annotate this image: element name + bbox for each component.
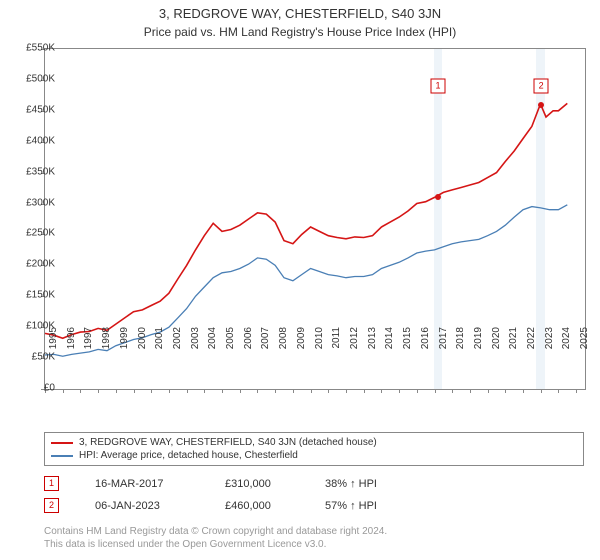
x-axis-tick-label: 2023 — [544, 327, 555, 363]
x-axis-tick — [399, 389, 400, 393]
legend-item: HPI: Average price, detached house, Ches… — [51, 449, 577, 462]
x-axis-tick — [116, 389, 117, 393]
sale-row: 1 16-MAR-2017 £310,000 38% ↑ HPI — [44, 476, 584, 491]
x-axis-tick — [169, 389, 170, 393]
x-axis-tick-label: 2003 — [190, 327, 201, 363]
y-axis-tick-label: £250K — [15, 228, 55, 239]
x-axis-tick-label: 2018 — [455, 327, 466, 363]
x-axis-tick — [257, 389, 258, 393]
x-axis-tick-label: 1999 — [119, 327, 130, 363]
sale-diff: 38% ↑ HPI — [325, 478, 377, 490]
x-axis-tick — [505, 389, 506, 393]
sale-price: £460,000 — [225, 500, 305, 512]
x-axis-tick-label: 2007 — [260, 327, 271, 363]
x-axis-tick-label: 2025 — [579, 327, 590, 363]
y-axis-tick-label: £200K — [15, 259, 55, 270]
x-axis-tick-label: 1998 — [101, 327, 112, 363]
chart-marker-label: 1 — [431, 79, 446, 94]
footer-attribution: Contains HM Land Registry data © Crown c… — [44, 525, 387, 551]
x-axis-tick — [470, 389, 471, 393]
x-axis-tick-label: 2022 — [526, 327, 537, 363]
chart-marker-dot — [435, 194, 441, 200]
x-axis-tick-label: 2016 — [420, 327, 431, 363]
x-axis-tick-label: 2000 — [137, 327, 148, 363]
x-axis-tick-label: 2019 — [473, 327, 484, 363]
x-axis-tick-label: 1996 — [66, 327, 77, 363]
x-axis-tick-label: 2024 — [561, 327, 572, 363]
x-axis-tick-label: 1995 — [48, 327, 59, 363]
x-axis-tick-label: 2013 — [367, 327, 378, 363]
y-axis-tick-label: £550K — [15, 43, 55, 54]
x-axis-tick — [417, 389, 418, 393]
chart-marker-label: 2 — [534, 79, 549, 94]
x-axis-tick — [488, 389, 489, 393]
x-axis-tick — [346, 389, 347, 393]
legend-item: 3, REDGROVE WAY, CHESTERFIELD, S40 3JN (… — [51, 436, 577, 449]
x-axis-tick-label: 2012 — [349, 327, 360, 363]
y-axis-tick-label: £400K — [15, 135, 55, 146]
sale-marker: 1 — [44, 476, 59, 491]
x-axis-tick — [98, 389, 99, 393]
x-axis-tick-label: 2005 — [225, 327, 236, 363]
x-axis-tick — [558, 389, 559, 393]
y-axis-tick-label: £450K — [15, 104, 55, 115]
x-axis-tick — [523, 389, 524, 393]
legend: 3, REDGROVE WAY, CHESTERFIELD, S40 3JN (… — [44, 432, 584, 466]
sale-price: £310,000 — [225, 478, 305, 490]
x-axis-tick — [222, 389, 223, 393]
x-axis-tick — [275, 389, 276, 393]
x-axis-tick-label: 2004 — [207, 327, 218, 363]
sale-diff: 57% ↑ HPI — [325, 500, 377, 512]
x-axis-tick — [364, 389, 365, 393]
chart-title: 3, REDGROVE WAY, CHESTERFIELD, S40 3JN — [0, 0, 600, 21]
x-axis-tick — [204, 389, 205, 393]
x-axis-tick — [134, 389, 135, 393]
x-axis-tick-label: 2002 — [172, 327, 183, 363]
sale-date: 06-JAN-2023 — [95, 500, 205, 512]
series-line — [45, 103, 567, 338]
x-axis-tick-label: 2015 — [402, 327, 413, 363]
x-axis-tick-label: 2021 — [508, 327, 519, 363]
x-axis-tick — [293, 389, 294, 393]
x-axis-tick — [435, 389, 436, 393]
x-axis-tick — [452, 389, 453, 393]
chart-marker-dot — [538, 102, 544, 108]
y-axis-tick-label: £350K — [15, 166, 55, 177]
legend-swatch — [51, 442, 73, 444]
x-axis-tick-label: 2014 — [384, 327, 395, 363]
x-axis-tick — [63, 389, 64, 393]
footer-line-1: Contains HM Land Registry data © Crown c… — [44, 525, 387, 538]
x-axis-tick — [381, 389, 382, 393]
x-axis-tick — [541, 389, 542, 393]
x-axis-tick-label: 2009 — [296, 327, 307, 363]
y-axis-tick-label: £300K — [15, 197, 55, 208]
legend-label: HPI: Average price, detached house, Ches… — [79, 450, 298, 461]
x-axis-tick — [576, 389, 577, 393]
y-axis-tick-label: £0 — [15, 383, 55, 394]
x-axis-tick-label: 2008 — [278, 327, 289, 363]
x-axis-tick-label: 2006 — [243, 327, 254, 363]
x-axis-tick — [187, 389, 188, 393]
x-axis-tick — [328, 389, 329, 393]
y-axis-tick-label: £150K — [15, 290, 55, 301]
x-axis-tick-label: 2010 — [314, 327, 325, 363]
x-axis-tick — [80, 389, 81, 393]
x-axis-tick-label: 2020 — [491, 327, 502, 363]
sale-marker: 2 — [44, 498, 59, 513]
x-axis-tick-label: 2001 — [154, 327, 165, 363]
legend-label: 3, REDGROVE WAY, CHESTERFIELD, S40 3JN (… — [79, 437, 377, 448]
chart-subtitle: Price paid vs. HM Land Registry's House … — [0, 21, 600, 39]
sale-date: 16-MAR-2017 — [95, 478, 205, 490]
x-axis-tick — [240, 389, 241, 393]
y-axis-tick-label: £500K — [15, 73, 55, 84]
footer-line-2: This data is licensed under the Open Gov… — [44, 538, 387, 551]
x-axis-tick — [151, 389, 152, 393]
legend-swatch — [51, 455, 73, 457]
x-axis-tick — [311, 389, 312, 393]
x-axis-tick-label: 1997 — [83, 327, 94, 363]
x-axis-tick-label: 2011 — [331, 327, 342, 363]
sale-row: 2 06-JAN-2023 £460,000 57% ↑ HPI — [44, 498, 584, 513]
x-axis-tick-label: 2017 — [438, 327, 449, 363]
